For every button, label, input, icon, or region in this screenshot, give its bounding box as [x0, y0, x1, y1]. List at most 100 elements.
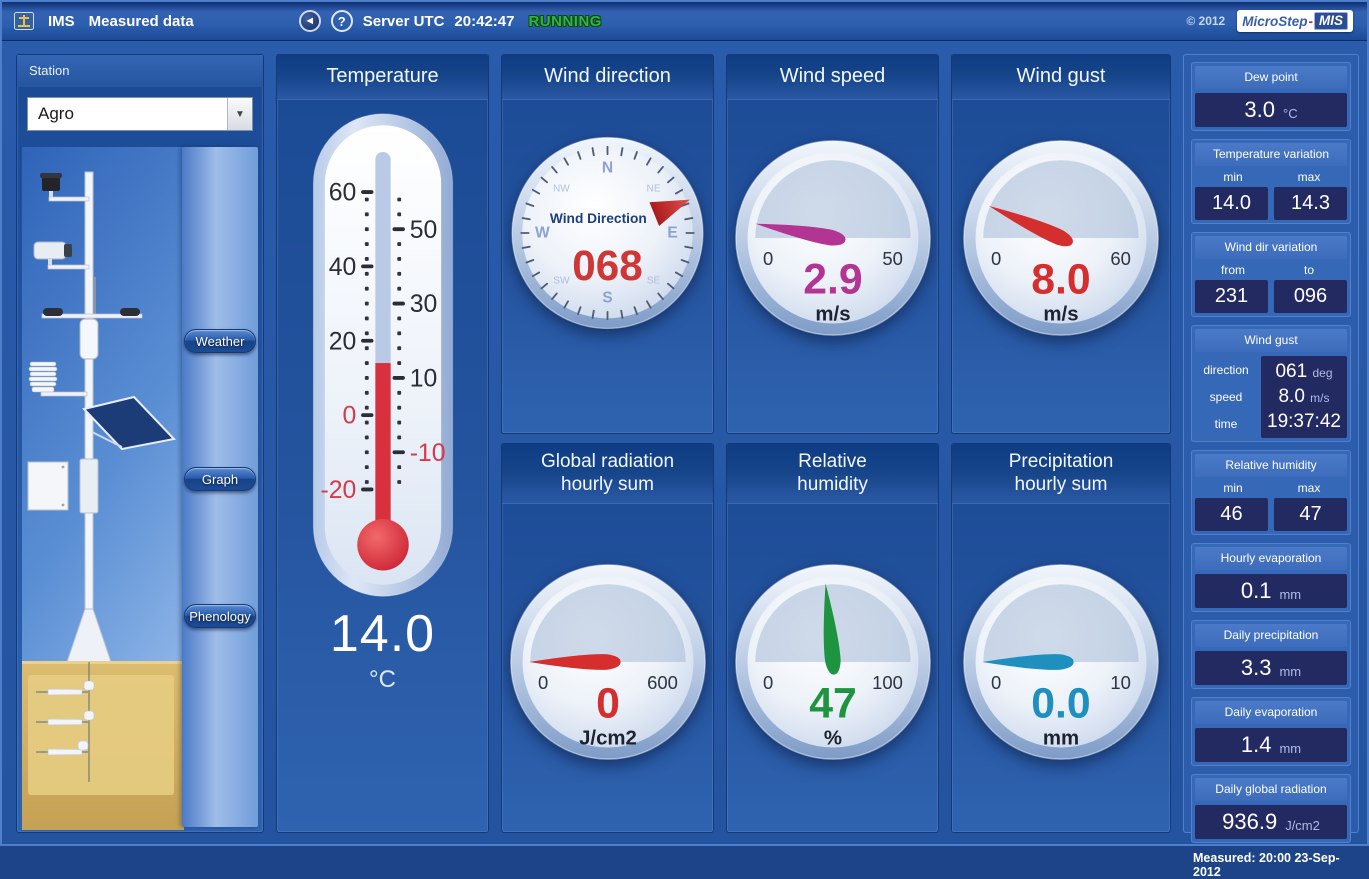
- top-bar-left: IMS Measured data: [14, 12, 194, 30]
- section-title: Daily precipitation: [1195, 624, 1347, 647]
- dew-point-value: 3.0: [1244, 97, 1275, 122]
- title-line2: humidity: [797, 474, 868, 496]
- station-button-strip: Weather Graph Phenology: [182, 147, 258, 827]
- server-utc-label: Server UTC: [362, 12, 445, 30]
- dashboard-grid: Station Agro ▼: [2, 41, 1367, 879]
- minmax-values: 14.0 14.3: [1195, 187, 1347, 220]
- wind-speed-gauge: 0 50 2.9 m/s: [734, 140, 931, 336]
- compass-face-label: Wind Direction: [550, 211, 647, 226]
- brand-suffix: MIS: [1313, 12, 1348, 30]
- station-illustration: [22, 147, 184, 830]
- svg-text:N: N: [602, 159, 613, 176]
- minmax-values: 46 47: [1195, 498, 1347, 531]
- title-line1: Global radiation: [540, 451, 675, 472]
- station-panel: Station Agro ▼: [16, 54, 264, 833]
- relative-humidity-unit: %: [823, 728, 841, 750]
- daily-precipitation-unit: mm: [1279, 664, 1302, 679]
- daily-global-radiation-section: Daily global radiation 936.9 J/cm2: [1191, 774, 1351, 843]
- daily-evaporation-unit: mm: [1279, 741, 1302, 756]
- gauge-max-label: 60: [1110, 248, 1131, 269]
- gauge-needle: [823, 584, 841, 675]
- weather-button[interactable]: Weather: [184, 329, 256, 353]
- top-bar: IMS Measured data ◄ ? Server UTC 20:42:4…: [2, 2, 1367, 41]
- from-value: 231: [1195, 280, 1268, 313]
- hourly-evaporation-unit: mm: [1279, 587, 1302, 602]
- wind-gust-value: 8.0: [1031, 255, 1090, 303]
- minmax-labels: min max: [1195, 170, 1347, 184]
- station-select[interactable]: Agro ▼: [27, 97, 253, 131]
- minmax-labels: min max: [1195, 481, 1347, 495]
- section-value-box: 3.3 mm: [1195, 651, 1347, 685]
- gauge-min-label: 0: [763, 248, 773, 269]
- relative-humidity-title: Relative humidity: [727, 444, 938, 505]
- precipitation-unit: mm: [1043, 728, 1079, 750]
- temperature-variation-section: Temperature variation min max 14.0 14.3: [1191, 139, 1351, 224]
- global-radiation-gauge: 0 600 0 J/cm2: [509, 564, 706, 761]
- svg-text:20: 20: [328, 328, 356, 355]
- gauge-needle: [755, 223, 845, 246]
- section-value-box: 3.0 °C: [1195, 93, 1347, 127]
- back-button[interactable]: ◄: [298, 10, 321, 32]
- gust-values: 061 deg 8.0 m/s 19:37:42: [1261, 356, 1347, 438]
- gauge-min-label: 0: [991, 673, 1001, 694]
- wind-direction-value: 068: [572, 242, 642, 289]
- station-label: Station: [17, 55, 263, 87]
- temperature-value: 14.0: [329, 605, 436, 663]
- gust-direction: 061 deg: [1275, 361, 1333, 382]
- min-value: 46: [1195, 498, 1268, 531]
- wind-gust-details: direction speed time 061 deg 8.0 m/s: [1195, 356, 1347, 438]
- gauge-max-label: 100: [872, 673, 903, 694]
- max-value: 14.3: [1274, 187, 1347, 220]
- daily-global-radiation-unit: J/cm2: [1285, 818, 1320, 833]
- max-label: max: [1297, 170, 1321, 184]
- title-line2: hourly sum: [561, 474, 654, 496]
- min-value: 14.0: [1195, 187, 1268, 220]
- daily-global-radiation-value: 936.9: [1222, 809, 1278, 834]
- measured-timestamp: Measured: 20:00 23-Sep-2012: [1191, 851, 1351, 879]
- section-value-box: 936.9 J/cm2: [1195, 805, 1347, 839]
- dew-point-unit: °C: [1283, 106, 1298, 121]
- daily-precipitation-section: Daily precipitation 3.3 mm: [1191, 620, 1351, 689]
- section-title: Wind gust: [1195, 329, 1347, 352]
- gauge-needle: [989, 205, 1073, 247]
- brand-name: MicroStep: [1242, 13, 1308, 29]
- wind-dir-variation-section: Wind dir variation from to 231 096: [1191, 232, 1351, 317]
- to-label: to: [1303, 263, 1314, 277]
- section-title: Hourly evaporation: [1195, 547, 1347, 570]
- minmax-values: 231 096: [1195, 280, 1347, 313]
- graph-button[interactable]: Graph: [184, 467, 256, 491]
- section-title: Dew point: [1195, 66, 1347, 89]
- precipitation-value: 0.0: [1031, 680, 1090, 728]
- section-title: Daily evaporation: [1195, 701, 1347, 724]
- hourly-evaporation-section: Hourly evaporation 0.1 mm: [1191, 543, 1351, 612]
- title-line1: Precipitation: [1008, 451, 1114, 472]
- phenology-button[interactable]: Phenology: [184, 604, 256, 628]
- daily-evaporation-value: 1.4: [1240, 732, 1272, 757]
- direction-label: direction: [1203, 362, 1249, 377]
- global-radiation-title: Global radiation hourly sum: [502, 444, 713, 505]
- precipitation-panel: Precipitation hourly sum 0 10 0.0 mm: [951, 443, 1171, 833]
- page-title: Measured data: [88, 12, 194, 30]
- svg-text:W: W: [535, 225, 550, 242]
- svg-text:-10: -10: [409, 440, 445, 467]
- global-radiation-unit: J/cm2: [579, 728, 637, 750]
- gust-labels: direction speed time: [1195, 356, 1257, 438]
- time-label: time: [1214, 417, 1238, 432]
- gauge-max-label: 50: [882, 248, 903, 269]
- wind-speed-unit: m/s: [815, 304, 850, 326]
- section-title: Temperature variation: [1195, 143, 1347, 166]
- speed-label: speed: [1209, 389, 1243, 404]
- station-view: Weather Graph Phenology: [22, 147, 258, 830]
- relative-humidity-panel: Relative humidity 0 100 47 %: [726, 443, 939, 833]
- chevron-down-icon[interactable]: ▼: [227, 98, 252, 130]
- temperature-title: Temperature: [277, 55, 488, 100]
- relative-humidity-value: 47: [809, 680, 857, 728]
- help-button[interactable]: ?: [330, 10, 353, 32]
- svg-text:30: 30: [409, 291, 437, 318]
- ims-logo-icon: [14, 12, 34, 30]
- global-radiation-panel: Global radiation hourly sum 0 600 0 J/cm…: [501, 443, 714, 833]
- section-title: Relative humidity: [1195, 454, 1347, 477]
- station-select-value[interactable]: Agro: [38, 104, 74, 123]
- max-value: 47: [1274, 498, 1347, 531]
- wind-direction-gauge: N NE E SE S SW W NW Wind Direction 068: [511, 136, 704, 330]
